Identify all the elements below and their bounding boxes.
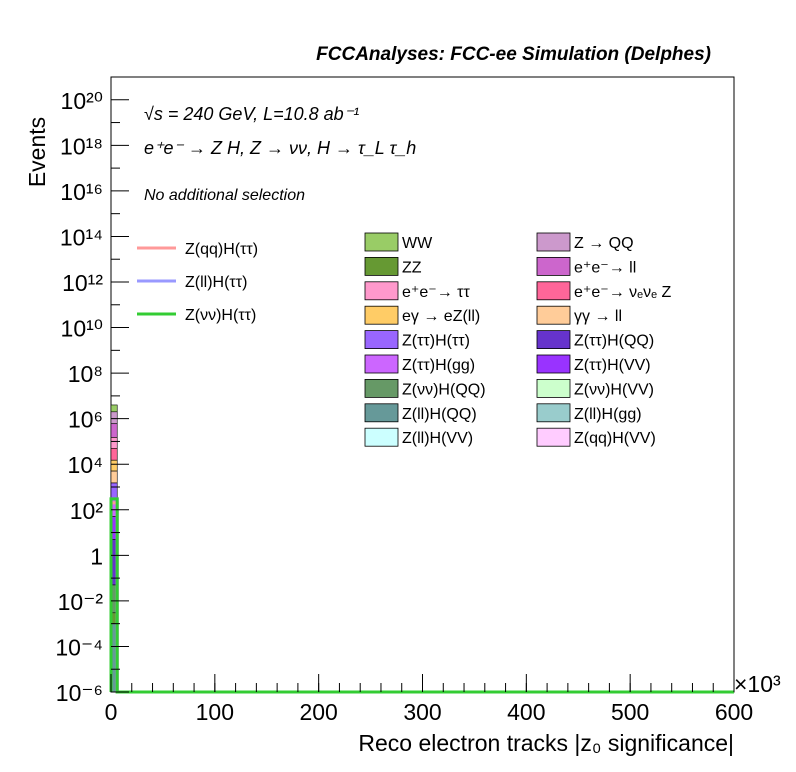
x-tick-label: 300 <box>403 699 441 725</box>
legend-label: Z(ττ)H(QQ) <box>574 333 654 350</box>
x-tick-label: 600 <box>715 699 753 725</box>
legend-fill-swatch <box>364 403 399 423</box>
legend-label: e⁺e⁻→ ττ <box>402 284 470 301</box>
legend-label: WW <box>402 235 433 252</box>
legend-fill-swatch <box>536 281 571 301</box>
legend-label: Z(ττ)H(gg) <box>402 357 475 374</box>
y-tick-label: 10² <box>70 498 104 524</box>
stack-segment <box>110 470 118 484</box>
x-tick-label: 0 <box>105 699 118 725</box>
y-tick-label: 10⁻² <box>58 589 104 615</box>
signal-layer <box>109 497 734 694</box>
annotation-energy-lumi: √s = 240 GeV, L=10.8 ab⁻¹ <box>144 104 359 124</box>
legend-fill-swatch <box>364 305 399 325</box>
stack-segment <box>110 448 118 461</box>
stack-segment <box>110 437 118 449</box>
y-tick-label: 10⁻⁶ <box>56 680 103 706</box>
legend-label: e⁺e⁻→ ll <box>574 259 636 276</box>
y-tick-label: 10⁶ <box>68 407 103 433</box>
legend-fill-swatch <box>536 256 571 276</box>
legend-fill-swatch <box>364 232 399 252</box>
y-tick-label: 10⁻⁴ <box>55 634 103 660</box>
legend-label: Z(νν)H(ττ) <box>185 307 256 324</box>
chart-title: FCCAnalyses: FCC-ee Simulation (Delphes) <box>316 44 711 65</box>
legend-label: Z(qq)H(VV) <box>574 430 656 447</box>
annotation-selection: No additional selection <box>144 187 305 204</box>
legend-signals: Z(qq)H(ττ) Z(ll)H(ττ) Z(νν)H(ττ) <box>137 241 258 324</box>
y-tick-label: 10⁸ <box>68 361 103 387</box>
y-tick-label: 10¹⁰ <box>61 316 103 342</box>
legend-label: Z(νν)H(VV) <box>574 381 654 398</box>
y-tick-label: 10¹² <box>62 270 103 296</box>
y-tick-label: 10¹⁶ <box>60 179 103 205</box>
legend-fill-swatch <box>536 354 571 374</box>
y-axis-label: Events <box>24 117 50 187</box>
stack-segment <box>110 411 118 425</box>
x-axis-label: Reco electron tracks |z₀ significance| <box>358 730 734 756</box>
y-tick-label: 10¹⁸ <box>60 133 103 159</box>
legend-fill-swatch <box>364 354 399 374</box>
stack-segment <box>110 404 118 413</box>
plot-frame <box>110 76 735 693</box>
legend-label: Z(ll)H(VV) <box>402 430 473 447</box>
legend-fill-swatch <box>536 330 571 350</box>
annotation-process: e⁺e⁻ → Z H, Z → νν, H → τ_L τ_h <box>144 138 416 158</box>
legend-label: Z(νν)H(QQ) <box>402 381 486 398</box>
x-tick-label: 500 <box>611 699 649 725</box>
legend-label: e⁺e⁻→ νₑνₑ Z <box>574 284 671 301</box>
legend-label: Z → QQ <box>574 235 634 252</box>
y-tick-label: 1 <box>90 543 103 569</box>
legend-label: Z(qq)H(ττ) <box>185 241 258 258</box>
axes-layer: 0 100 200 300 400 500 600 10⁻⁶ 10⁻⁴ 10⁻² 1 10² 10⁴ 10… <box>55 76 753 725</box>
legend-fill-swatch <box>364 330 399 350</box>
legend-fill-swatch <box>364 378 399 398</box>
plot-area: 0 100 200 300 400 500 600 10⁻⁶ 10⁻⁴ 10⁻² 1 10² 10⁴ 10… <box>55 76 753 725</box>
legend-fill-swatch <box>364 256 399 276</box>
y-tick-label: 10²⁰ <box>61 88 103 114</box>
legend-fill-swatch <box>364 427 399 447</box>
legend-fill-swatch <box>536 378 571 398</box>
legend-fill-swatch <box>536 232 571 252</box>
legend-label: Z(ll)H(ττ) <box>185 274 247 291</box>
y-tick-label: 10⁴ <box>68 452 103 478</box>
y-tick-label: 10¹⁴ <box>60 224 103 250</box>
stack-segment <box>110 423 118 438</box>
legend-backgrounds: WW Z → QQ ZZ e⁺e⁻→ ll e⁺e⁻→ ττ e⁺e⁻→ νₑνₑ Z eγ… <box>364 232 671 447</box>
legend-label: Z(ττ)H(VV) <box>574 357 651 374</box>
stack-segment <box>110 459 118 472</box>
stack-layer <box>110 404 118 693</box>
signal-line <box>109 497 734 694</box>
legend-label: eγ → eZ(ll) <box>402 308 480 325</box>
legend-fill-swatch <box>364 281 399 301</box>
legend-label: ZZ <box>402 259 422 276</box>
legend-fill-swatch <box>536 305 571 325</box>
x-tick-label: 100 <box>196 699 234 725</box>
legend-fill-swatch <box>536 403 571 423</box>
x-tick-label: 200 <box>299 699 337 725</box>
x-axis-exponent: ×10³ <box>734 671 781 697</box>
x-tick-label: 400 <box>507 699 545 725</box>
legend-label: Z(ll)H(gg) <box>574 406 642 423</box>
legend-label: Z(ll)H(QQ) <box>402 406 477 423</box>
legend-label: Z(ττ)H(ττ) <box>402 333 470 350</box>
legend-fill-swatch <box>536 427 571 447</box>
stack-segment <box>110 482 118 500</box>
legend-label: γγ → ll <box>574 308 622 325</box>
